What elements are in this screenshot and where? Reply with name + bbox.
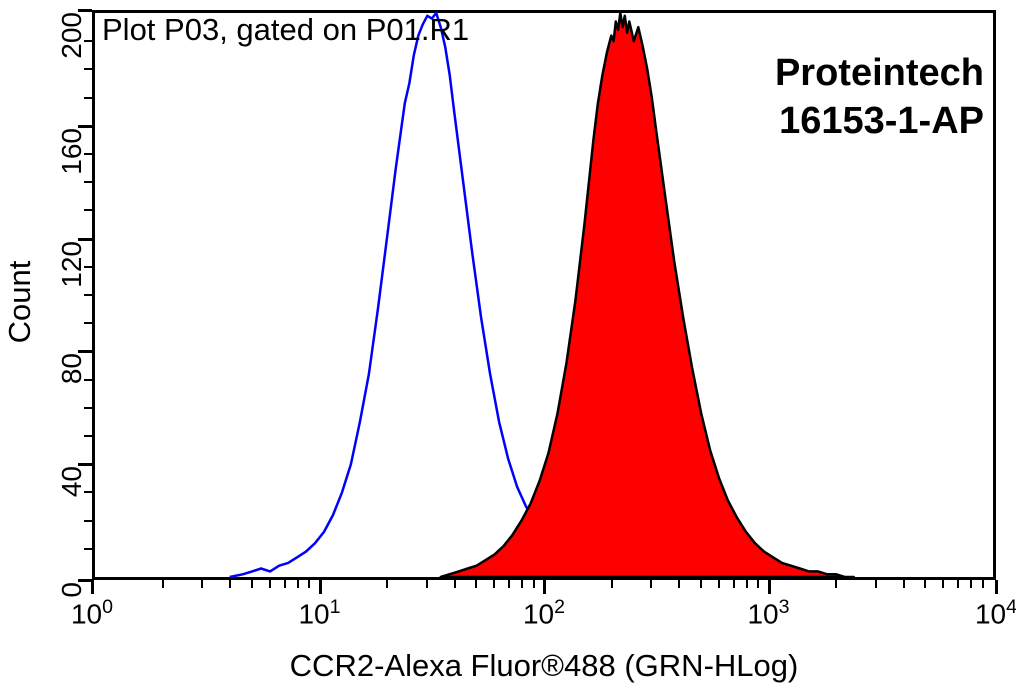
x-minor-tick bbox=[835, 580, 837, 588]
x-minor-tick bbox=[903, 580, 905, 588]
x-minor-tick bbox=[718, 580, 720, 588]
x-minor-tick bbox=[269, 580, 271, 588]
branding-block: Proteintech 16153-1-AP bbox=[775, 50, 984, 145]
y-minor-tick bbox=[84, 68, 92, 70]
y-tick-label: 80 bbox=[56, 353, 88, 433]
y-minor-tick bbox=[84, 266, 92, 268]
y-minor-tick bbox=[84, 407, 92, 409]
x-minor-tick bbox=[475, 580, 477, 588]
y-minor-tick bbox=[84, 548, 92, 550]
brand-line2: 16153-1-AP bbox=[775, 98, 984, 146]
x-major-tick bbox=[768, 580, 771, 594]
x-minor-tick bbox=[284, 580, 286, 588]
y-minor-tick bbox=[84, 153, 92, 155]
y-minor-tick bbox=[84, 40, 92, 42]
x-minor-tick bbox=[229, 580, 231, 588]
x-tick-label: 102 bbox=[504, 596, 584, 630]
x-minor-tick bbox=[746, 580, 748, 588]
y-minor-tick bbox=[84, 181, 92, 183]
x-minor-tick bbox=[875, 580, 877, 588]
x-tick-label: 103 bbox=[729, 596, 809, 630]
x-minor-tick bbox=[162, 580, 164, 588]
y-tick-label: 120 bbox=[56, 241, 88, 321]
x-tick-label: 100 bbox=[52, 596, 132, 630]
y-minor-tick bbox=[84, 435, 92, 437]
x-minor-tick bbox=[386, 580, 388, 588]
x-minor-tick bbox=[982, 580, 984, 588]
x-minor-tick bbox=[297, 580, 299, 588]
y-minor-tick bbox=[84, 294, 92, 296]
y-minor-tick bbox=[84, 491, 92, 493]
plot-subtitle: Plot P03, gated on P01.R1 bbox=[102, 12, 469, 48]
x-minor-tick bbox=[201, 580, 203, 588]
y-minor-tick bbox=[84, 209, 92, 211]
x-minor-tick bbox=[533, 580, 535, 588]
x-major-tick bbox=[995, 580, 998, 594]
y-minor-tick bbox=[84, 322, 92, 324]
x-axis-label: CCR2-Alexa Fluor®488 (GRN-HLog) bbox=[92, 648, 996, 684]
x-minor-tick bbox=[970, 580, 972, 588]
x-major-tick bbox=[543, 580, 546, 594]
y-axis-label: Count bbox=[2, 202, 38, 402]
x-minor-tick bbox=[493, 580, 495, 588]
x-minor-tick bbox=[308, 580, 310, 588]
x-tick-label: 101 bbox=[280, 596, 360, 630]
x-minor-tick bbox=[957, 580, 959, 588]
x-minor-tick bbox=[700, 580, 702, 588]
x-minor-tick bbox=[942, 580, 944, 588]
x-minor-tick bbox=[757, 580, 759, 588]
x-tick-label: 104 bbox=[956, 596, 1016, 630]
x-minor-tick bbox=[426, 580, 428, 588]
x-minor-tick bbox=[924, 580, 926, 588]
flow-cytometry-histogram: Plot P03, gated on P01.R1 Proteintech 16… bbox=[0, 0, 1016, 683]
y-minor-tick bbox=[84, 379, 92, 381]
x-minor-tick bbox=[454, 580, 456, 588]
x-minor-tick bbox=[650, 580, 652, 588]
y-tick-label: 200 bbox=[56, 12, 88, 92]
x-minor-tick bbox=[733, 580, 735, 588]
x-major-tick bbox=[91, 580, 94, 594]
y-minor-tick bbox=[84, 97, 92, 99]
x-minor-tick bbox=[508, 580, 510, 588]
x-minor-tick bbox=[611, 580, 613, 588]
y-minor-tick bbox=[84, 520, 92, 522]
y-tick-label: 40 bbox=[56, 466, 88, 546]
x-minor-tick bbox=[521, 580, 523, 588]
brand-line1: Proteintech bbox=[775, 50, 984, 98]
x-minor-tick bbox=[251, 580, 253, 588]
x-major-tick bbox=[319, 580, 322, 594]
x-minor-tick bbox=[678, 580, 680, 588]
y-tick-label: 160 bbox=[56, 128, 88, 208]
